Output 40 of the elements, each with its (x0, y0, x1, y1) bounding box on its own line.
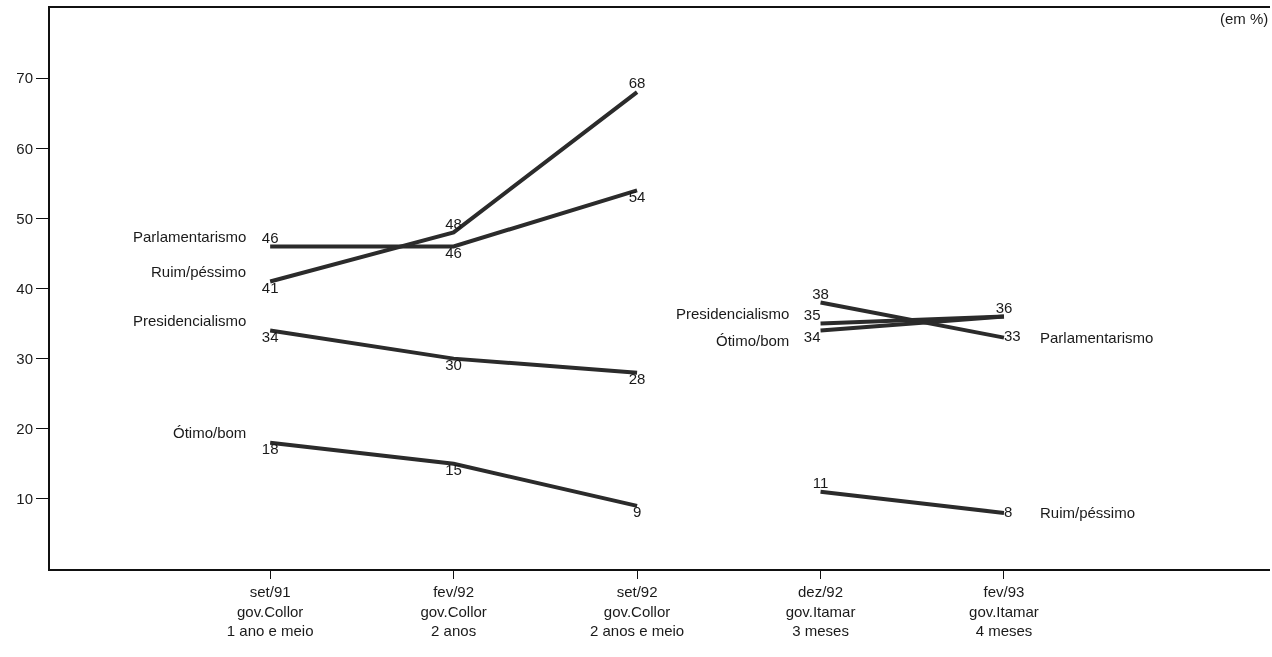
y-tick-label: 10 (16, 490, 33, 508)
data-label: 38 (812, 284, 829, 302)
y-tick-label: 50 (16, 209, 33, 227)
data-label: 15 (445, 461, 462, 479)
data-label: 9 (632, 503, 642, 521)
x-tick-label: dez/92 gov.Itamar 3 meses (785, 583, 856, 639)
data-label: 8 (1003, 502, 1013, 520)
x-tick-label: set/92 gov.Collor 2 anos e meio (589, 583, 685, 639)
data-label: 11 (812, 474, 829, 492)
x-tick-label: fev/93 gov.Itamar 4 meses (969, 583, 1039, 639)
series-label: Presidencialismo (133, 312, 247, 329)
series-label: Parlamentarismo (133, 228, 247, 245)
series-label: Ruim/péssimo (151, 263, 247, 280)
data-label: 54 (628, 187, 646, 205)
text: Ruim/péssimo (1040, 504, 1136, 521)
y-tick-label: 40 (16, 279, 33, 297)
y-tick-label: 60 (16, 139, 33, 157)
data-label: 34 (261, 327, 279, 345)
x-tick-label: fev/92 gov.Collor 2 anos (420, 583, 487, 639)
data-label: 18 (261, 440, 279, 458)
series-label: Ótimo/bom (173, 424, 247, 441)
y-tick-label: 70 (16, 69, 33, 87)
data-label: 46 (445, 243, 462, 261)
data-label: 48 (445, 214, 462, 232)
text: Parlamentarismo (1040, 329, 1154, 346)
text: Ótimo/bom (716, 332, 790, 349)
y-tick-label: 30 (16, 349, 33, 367)
data-label: 36 (995, 298, 1013, 316)
data-label: 33 (1003, 327, 1021, 345)
y-tick-label: 20 (16, 420, 33, 437)
data-label: 35 (803, 305, 821, 323)
data-label: 68 (628, 74, 646, 92)
x-tick-label: set/91 gov.Collor 1 ano e meio (226, 583, 314, 639)
data-label: 41 (261, 278, 279, 296)
data-label: 46 (261, 228, 279, 246)
text: (em %) (1220, 10, 1269, 27)
data-label: 34 (803, 327, 821, 345)
data-label: 28 (628, 369, 646, 387)
data-label: 30 (445, 355, 462, 373)
text: Presidencialismo (676, 305, 790, 322)
